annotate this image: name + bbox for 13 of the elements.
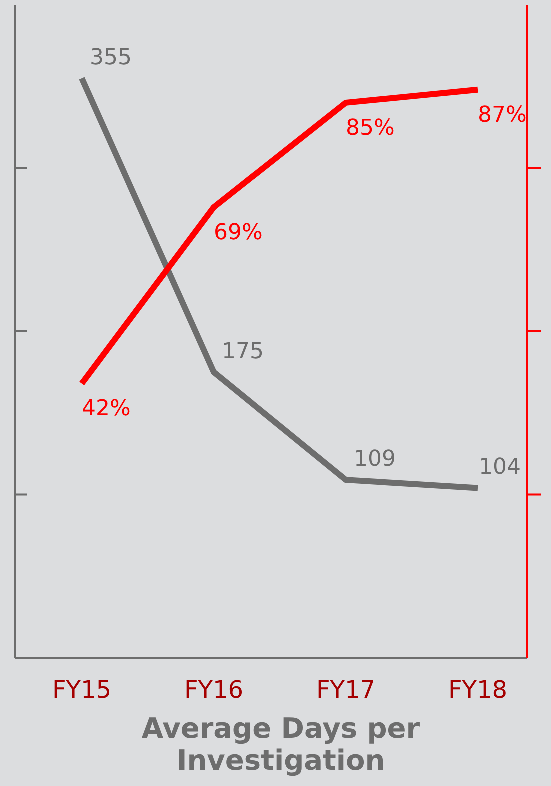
data-label: 104 bbox=[479, 455, 521, 480]
data-label: 69% bbox=[214, 220, 263, 246]
data-label: 175 bbox=[222, 339, 264, 364]
data-label: 109 bbox=[354, 447, 396, 472]
data-label: 355 bbox=[90, 45, 132, 70]
data-label: 85% bbox=[346, 116, 395, 141]
data-label: 42% bbox=[82, 396, 131, 422]
x-tick-label: FY18 bbox=[448, 676, 508, 704]
x-tick-label: FY15 bbox=[52, 676, 112, 704]
x-tick-label: FY16 bbox=[184, 676, 244, 704]
data-label: 87% bbox=[478, 102, 527, 128]
x-tick-label: FY17 bbox=[316, 676, 376, 704]
x-axis-title: Average Days per Investigation bbox=[142, 712, 420, 777]
